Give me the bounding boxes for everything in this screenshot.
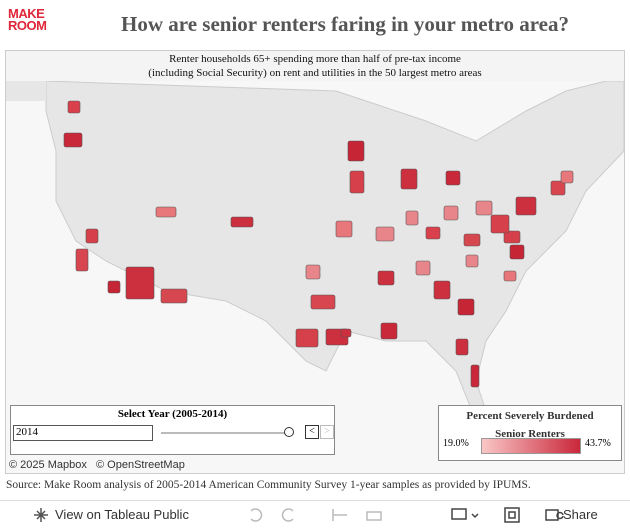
next-button[interactable]: >: [320, 425, 334, 439]
metro-area[interactable]: [75, 248, 89, 272]
metro-area[interactable]: [230, 216, 254, 228]
metro-area[interactable]: [503, 230, 521, 244]
metro-area[interactable]: [160, 288, 188, 304]
metro-layer: [63, 100, 574, 388]
legend-ramp: [481, 438, 581, 454]
subtitle: Renter households 65+ spending more than…: [169, 53, 461, 65]
metro-area[interactable]: [305, 264, 321, 280]
metro-area[interactable]: [377, 270, 395, 286]
year-filter: Select Year (2005-2014) 2014 < >: [10, 405, 335, 455]
metro-area[interactable]: [509, 244, 525, 260]
toolbar: View on Tableau Public Share: [0, 500, 630, 528]
metro-area[interactable]: [415, 260, 431, 276]
metro-area[interactable]: [85, 228, 99, 244]
legend-title: Percent Severely Burdened: [466, 410, 594, 422]
metro-area[interactable]: [433, 280, 451, 300]
source-note: Source: Make Room analysis of 2005-2014 …: [6, 479, 531, 491]
slider-thumb[interactable]: [284, 427, 294, 437]
metro-area[interactable]: [425, 226, 441, 240]
metro-area[interactable]: [107, 280, 121, 294]
metro-area[interactable]: [405, 210, 419, 226]
legend-min: 19.0%: [443, 438, 469, 449]
metro-area[interactable]: [335, 220, 353, 238]
view-link[interactable]: View on Tableau Public: [55, 507, 189, 522]
attribution[interactable]: © 2025 Mapbox: [9, 459, 87, 471]
attribution[interactable]: © OpenStreetMap: [96, 459, 185, 471]
metro-area[interactable]: [349, 170, 365, 194]
metro-area[interactable]: [490, 214, 510, 234]
metro-area[interactable]: [295, 328, 319, 348]
metro-area[interactable]: [310, 294, 336, 310]
logo-line: ROOM: [8, 18, 47, 33]
share-button[interactable]: Share: [563, 507, 598, 522]
slider-track[interactable]: [161, 432, 289, 434]
metro-area[interactable]: [340, 328, 352, 338]
metro-area[interactable]: [463, 233, 481, 247]
tools[interactable]: [450, 506, 570, 524]
metro-area[interactable]: [67, 100, 81, 114]
metro-area[interactable]: [560, 170, 574, 184]
map-frame: Renter households 65+ spending more than…: [5, 50, 625, 474]
logo: MAKE ROOM: [8, 6, 47, 33]
land: [6, 81, 46, 101]
metro-area[interactable]: [515, 196, 537, 216]
filter-label: Select Year (2005-2014): [117, 408, 228, 420]
metro-area[interactable]: [475, 200, 493, 216]
year-input[interactable]: 2014: [13, 425, 153, 441]
legend-title: Senior Renters: [495, 428, 565, 440]
metro-area[interactable]: [443, 205, 459, 221]
metro-area[interactable]: [375, 226, 395, 242]
metro-area[interactable]: [400, 168, 418, 190]
metro-area[interactable]: [465, 254, 479, 268]
logo-line: MAKE: [8, 6, 45, 21]
tableau-icon: [34, 508, 48, 522]
metro-area[interactable]: [503, 270, 517, 282]
metro-area[interactable]: [347, 140, 365, 162]
metro-area[interactable]: [457, 298, 475, 316]
metro-area[interactable]: [380, 322, 398, 340]
metro-area[interactable]: [455, 338, 469, 356]
metro-area[interactable]: [63, 132, 83, 148]
prev-button[interactable]: <: [305, 425, 319, 439]
metro-area[interactable]: [125, 266, 155, 300]
metro-area[interactable]: [550, 180, 566, 196]
history-controls: [250, 508, 382, 522]
metro-area[interactable]: [470, 364, 480, 388]
title: How are senior renters faring in your me…: [121, 12, 569, 36]
legend-max: 43.7%: [585, 438, 611, 449]
metro-area[interactable]: [155, 206, 177, 218]
legend: Percent Severely Burdened Senior Renters…: [438, 405, 622, 461]
metro-area[interactable]: [445, 170, 461, 186]
subtitle: (including Social Security) on rent and …: [148, 67, 482, 79]
